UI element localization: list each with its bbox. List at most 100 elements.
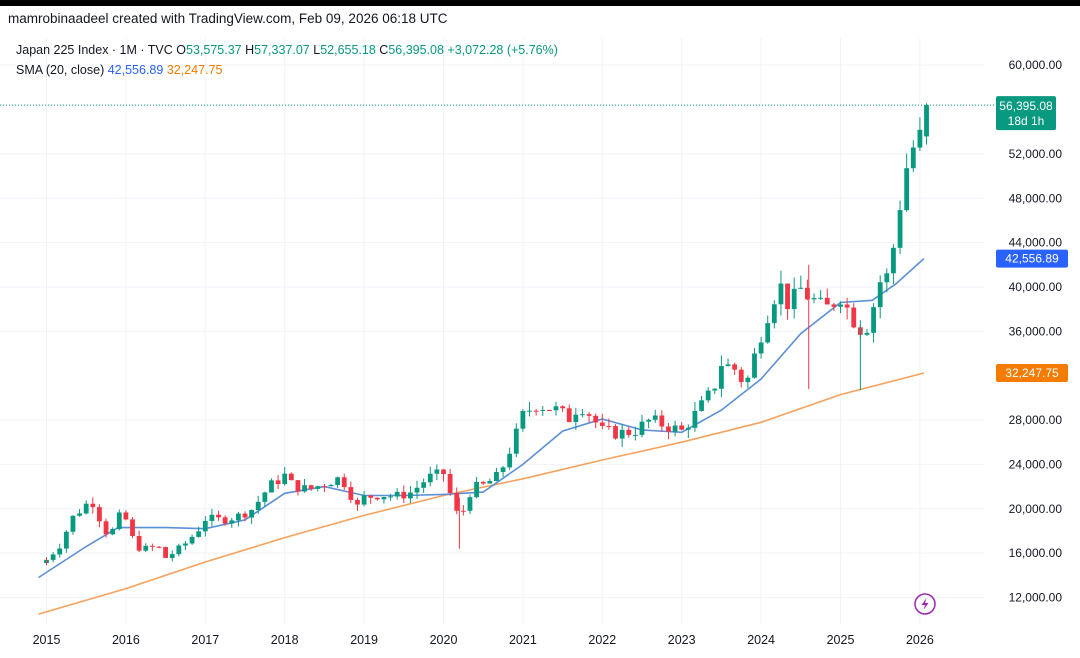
candle-body xyxy=(586,414,592,416)
candle-body xyxy=(851,307,857,328)
legend-sma-label[interactable]: SMA (20, close) xyxy=(16,63,105,77)
candle-body xyxy=(613,426,618,439)
candle-body xyxy=(269,480,274,493)
candle-body xyxy=(752,353,757,378)
candle-body xyxy=(732,364,738,370)
candle-body xyxy=(593,415,599,423)
candle-body xyxy=(315,486,321,489)
candle-body xyxy=(222,517,228,524)
candle-body xyxy=(566,408,572,423)
candle-body xyxy=(864,332,870,335)
legend-high-label: H xyxy=(245,43,255,57)
x-tick-label: 2026 xyxy=(906,633,934,647)
candle-body xyxy=(355,499,360,505)
grid xyxy=(0,38,985,624)
candle-body xyxy=(520,410,526,429)
candle-body xyxy=(838,304,843,307)
candle-body xyxy=(891,247,896,274)
candle-body xyxy=(70,515,76,532)
candle-body xyxy=(626,429,632,435)
candle-body xyxy=(765,323,771,343)
sma-fast-value: 42,556.89 xyxy=(1005,252,1059,266)
candle-body xyxy=(288,473,294,481)
candle-body xyxy=(374,497,380,500)
candle-body xyxy=(401,491,407,499)
candle-body xyxy=(924,105,929,137)
candle-body xyxy=(348,487,354,500)
candle-body xyxy=(666,426,671,432)
chart-panel: mamrobinaadeel created with TradingView.… xyxy=(0,6,1080,658)
sma-fast-line-group xyxy=(38,258,925,579)
x-axis[interactable]: 2015 2016 2017 2018 2019 2020 2021 2022 2023 2024… xyxy=(33,633,934,647)
legend-sma-slow: 32,247.75 xyxy=(166,63,223,77)
x-tick-label: 2023 xyxy=(668,633,696,647)
candle-body xyxy=(63,531,69,549)
candle-body xyxy=(454,493,460,511)
candle-body xyxy=(97,507,102,522)
y-tick-label: 60,000.00 xyxy=(1009,58,1063,72)
candle-body xyxy=(844,304,850,308)
candle-body xyxy=(434,469,440,474)
x-tick-label: 2015 xyxy=(33,633,61,647)
candle-body xyxy=(156,546,162,548)
candle-body xyxy=(302,485,307,492)
candle-body xyxy=(805,287,810,300)
candle-body xyxy=(606,425,612,427)
x-tick-label: 2016 xyxy=(112,633,140,647)
y-tick-label: 52,000.00 xyxy=(1009,147,1063,161)
x-tick-label: 2018 xyxy=(271,633,299,647)
candle-body xyxy=(368,495,374,498)
legend-symbol[interactable]: Japan 225 Index · 1M · TVC xyxy=(16,43,173,57)
last-price-value: 56,395.08 xyxy=(999,99,1053,113)
candle-body xyxy=(560,406,565,409)
legend-change: +3,072.28 (+5.76%) xyxy=(447,43,558,57)
candle-body xyxy=(474,481,479,498)
candle-body xyxy=(705,390,711,401)
lightning-icon[interactable] xyxy=(914,593,936,615)
y-tick-label: 20,000.00 xyxy=(1009,502,1063,516)
candle-body xyxy=(229,520,235,524)
candle-body xyxy=(917,129,923,148)
candle-body xyxy=(487,481,493,484)
legend: Japan 225 Index · 1M · TVC O53,575.37 H5… xyxy=(16,40,558,80)
candle-body xyxy=(255,501,261,511)
y-tick-label: 16,000.00 xyxy=(1009,546,1063,560)
candle-body xyxy=(381,496,387,500)
candle-body xyxy=(176,545,182,555)
candle-body xyxy=(209,514,215,521)
candle-body xyxy=(824,297,830,305)
sma-slow-line-group xyxy=(38,372,925,615)
candle-body xyxy=(57,548,63,555)
candle-body xyxy=(818,297,824,299)
candle-body xyxy=(130,519,135,536)
candle-body xyxy=(712,388,718,391)
candle-body xyxy=(441,469,446,474)
price-chart[interactable]: 12,000.00 16,000.00 20,000.00 24,000.00 28,0… xyxy=(0,38,1080,658)
candle-body xyxy=(110,529,116,535)
credit-line: mamrobinaadeel created with TradingView.… xyxy=(8,11,448,26)
candle-body xyxy=(494,471,499,482)
candle-body xyxy=(778,283,784,305)
candle-body xyxy=(216,514,221,518)
x-tick-label: 2020 xyxy=(430,633,458,647)
candle-body xyxy=(196,531,202,537)
candle-body xyxy=(811,298,817,300)
candle-body xyxy=(798,287,804,289)
candle-body xyxy=(189,536,195,544)
candle-body xyxy=(719,366,724,389)
candle-body xyxy=(692,410,698,428)
y-axis[interactable]: 12,000.00 16,000.00 20,000.00 24,000.00 28,0… xyxy=(1009,58,1063,604)
candle-body xyxy=(745,377,751,383)
legend-sma-fast: 42,556.89 xyxy=(107,63,164,77)
candle-body xyxy=(632,434,638,436)
candle-body xyxy=(77,513,82,516)
candle-body xyxy=(527,410,532,412)
sma-slow-tag xyxy=(996,363,1068,382)
candle-body xyxy=(599,422,605,426)
candle-body xyxy=(467,497,473,511)
candle-body xyxy=(785,283,790,310)
candle-body xyxy=(50,554,56,560)
candle-body xyxy=(394,491,400,497)
candle-body xyxy=(202,520,208,532)
